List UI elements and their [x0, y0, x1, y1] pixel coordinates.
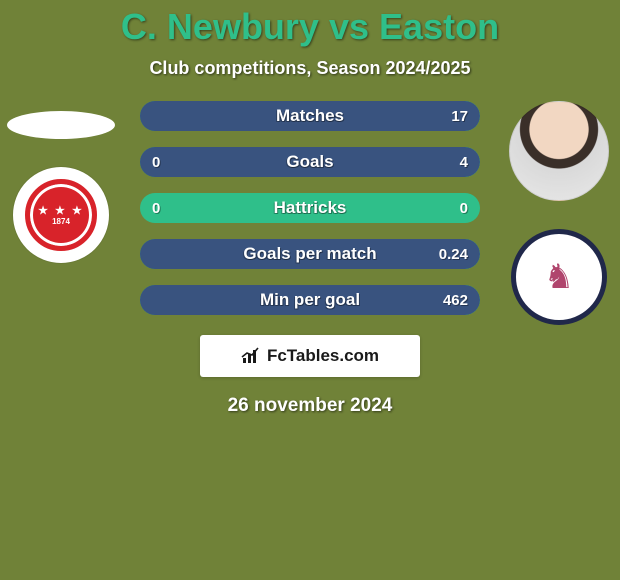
stat-value-left: 0: [152, 154, 160, 171]
stat-bar: 0 Hattricks 0: [140, 193, 480, 223]
horse-icon: ♞: [544, 257, 574, 297]
stat-value-right: 0.24: [439, 246, 468, 263]
date-text: 26 november 2024: [0, 395, 620, 417]
stat-bar: 0 Goals 4: [140, 147, 480, 177]
stat-label: Goals: [286, 152, 333, 172]
stat-value-right: 0: [460, 200, 468, 217]
player1-name: C. Newbury: [121, 6, 319, 47]
stat-value-right: 4: [460, 154, 468, 171]
stat-value-right: 17: [451, 108, 468, 125]
star-icon: ★ ★ ★: [38, 204, 84, 217]
subtitle: Club competitions, Season 2024/2025: [149, 58, 470, 79]
stat-value-left: 0: [152, 200, 160, 217]
stat-bar: Goals per match 0.24: [140, 239, 480, 269]
stat-label: Goals per match: [243, 244, 376, 264]
right-column: ♞: [504, 101, 614, 325]
player2-name: Easton: [379, 6, 499, 47]
club-year: 1874: [52, 217, 70, 226]
club-badge-inner: ★ ★ ★ 1874: [25, 179, 97, 251]
brand-text: FcTables.com: [267, 346, 379, 366]
comparison-area: ★ ★ ★ 1874 ♞ Matches170Goals40Hattricks0…: [0, 101, 620, 417]
stat-label: Hattricks: [274, 198, 347, 218]
chart-icon: [241, 347, 261, 365]
page-title: C. Newbury vs Easton: [121, 6, 499, 48]
club-badge-inner: ♞: [524, 242, 594, 312]
stat-bars: Matches 17 0 Goals 4 0 Hattricks 0 Goals per mat…: [140, 101, 480, 315]
player1-club-badge: ★ ★ ★ 1874: [13, 167, 109, 263]
attribution-box: FcTables.com: [200, 335, 420, 377]
left-column: ★ ★ ★ 1874: [6, 101, 116, 263]
stat-label: Min per goal: [260, 290, 360, 310]
stat-value-right: 462: [443, 292, 468, 309]
player1-avatar: [7, 111, 115, 139]
player2-club-badge: ♞: [511, 229, 607, 325]
player2-avatar: [509, 101, 609, 201]
vs-text: vs: [329, 6, 369, 47]
stat-label: Matches: [276, 106, 344, 126]
stat-bar: Matches 17: [140, 101, 480, 131]
stat-bar: Min per goal 462: [140, 285, 480, 315]
